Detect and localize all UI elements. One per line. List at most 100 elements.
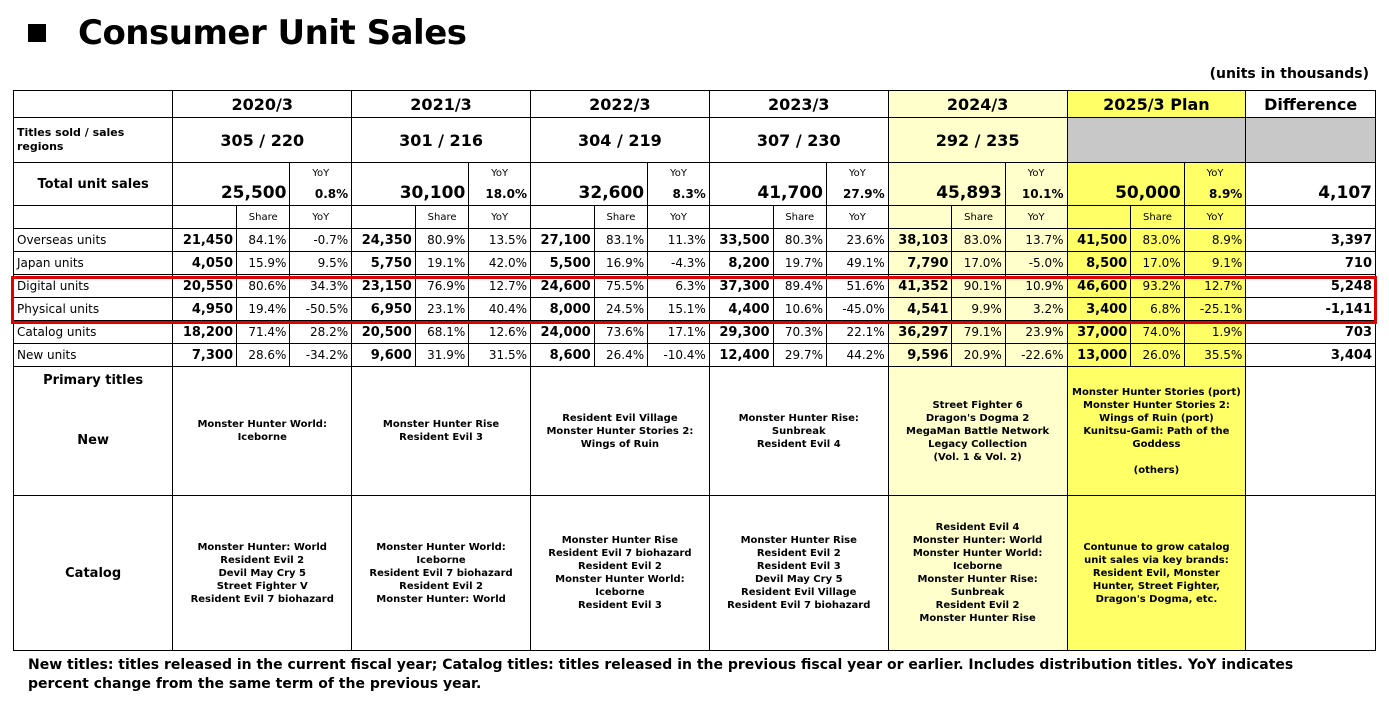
yoy-value: -22.6%	[1004, 343, 1068, 367]
share-value: 80.9%	[414, 228, 470, 252]
share-value: 84.1%	[236, 228, 291, 252]
share-value: 19.4%	[236, 297, 291, 321]
subheader-blank	[708, 205, 774, 229]
units-value: 13,000	[1066, 343, 1132, 367]
yoy-value: 22.1%	[825, 320, 889, 344]
share-value: 83.0%	[951, 228, 1006, 252]
year-header: 2023/3	[708, 90, 889, 118]
yoy-value: 1.9%	[1183, 320, 1247, 344]
year-header: 2021/3	[351, 90, 531, 118]
yoy-value: 9.5%	[289, 251, 353, 275]
titles-sold-value: 301 / 216	[351, 117, 531, 163]
new-titles-list: Monster Hunter World: Iceborne	[172, 366, 353, 496]
subheader-blank	[1066, 205, 1132, 229]
units-value: 36,297	[887, 320, 953, 344]
difference-value: 5,248	[1245, 274, 1376, 298]
units-value: 4,400	[708, 297, 774, 321]
year-header: 2025/3 Plan	[1066, 90, 1247, 118]
share-value: 23.1%	[414, 297, 470, 321]
yoy-value: -34.2%	[289, 343, 353, 367]
difference-value: 3,397	[1245, 228, 1376, 252]
empty-cell	[1245, 495, 1376, 651]
difference-value: -1,141	[1245, 297, 1376, 321]
empty-cell	[1245, 117, 1376, 163]
share-value: 83.0%	[1130, 228, 1185, 252]
total-difference: 4,107	[1245, 162, 1376, 206]
subheader-blank	[887, 205, 953, 229]
yoy-value: 13.5%	[468, 228, 531, 252]
corner-cell	[12, 90, 174, 118]
units-value: 18,200	[172, 320, 238, 344]
total-yoy: 8.3%	[647, 183, 710, 206]
yoy-value: 42.0%	[468, 251, 531, 275]
share-value: 80.3%	[772, 228, 827, 252]
share-value: 74.0%	[1130, 320, 1185, 344]
new-label: New	[77, 432, 109, 448]
units-value: 8,600	[529, 343, 595, 367]
units-value: 9,600	[351, 343, 416, 367]
yoy-value: -0.7%	[289, 228, 353, 252]
yoy-value: 12.7%	[468, 274, 531, 298]
units-note: (units in thousands)	[1209, 66, 1369, 82]
units-value: 9,596	[887, 343, 953, 367]
units-value: 37,300	[708, 274, 774, 298]
total-yoy: 27.9%	[825, 183, 889, 206]
catalog-titles-list: Monster Hunter World: Iceborne Resident …	[351, 495, 531, 651]
titles-sold-value: 305 / 220	[172, 117, 353, 163]
row-label: Japan units	[12, 251, 174, 275]
yoy-label: YoY	[468, 205, 531, 229]
units-value: 41,352	[887, 274, 953, 298]
catalog-titles-list: Monster Hunter: World Resident Evil 2 De…	[172, 495, 353, 651]
yoy-label: YoY	[825, 205, 889, 229]
catalog-titles-list: Monster Hunter Rise Resident Evil 2 Resi…	[708, 495, 889, 651]
units-value: 8,200	[708, 251, 774, 275]
yoy-value: -25.1%	[1183, 297, 1247, 321]
subheader-blank	[12, 205, 174, 229]
sales-table: 2020/3 2021/3 2022/3 2023/3 2024/3 2025/3 Pla…	[12, 90, 1376, 651]
share-value: 19.1%	[414, 251, 470, 275]
share-value: 16.9%	[593, 251, 649, 275]
units-value: 5,750	[351, 251, 416, 275]
new-titles-label: Primary titles New	[12, 366, 174, 496]
subheader-blank	[529, 205, 595, 229]
row-label: Catalog units	[12, 320, 174, 344]
units-value: 46,600	[1066, 274, 1132, 298]
catalog-titles-list: Contunue to grow catalog unit sales via …	[1066, 495, 1247, 651]
units-value: 5,500	[529, 251, 595, 275]
units-value: 8,000	[529, 297, 595, 321]
new-titles-list: Monster Hunter Rise: Sunbreak Resident E…	[708, 366, 889, 496]
share-value: 80.6%	[236, 274, 291, 298]
units-value: 20,500	[351, 320, 416, 344]
units-value: 24,350	[351, 228, 416, 252]
catalog-label: Catalog	[12, 495, 174, 651]
units-value: 41,500	[1066, 228, 1132, 252]
share-value: 19.7%	[772, 251, 827, 275]
row-label: Digital units	[12, 274, 174, 298]
share-value: 79.1%	[951, 320, 1006, 344]
year-header: 2020/3	[172, 90, 353, 118]
total-yoy: 8.9%	[1183, 183, 1247, 206]
share-value: 93.2%	[1130, 274, 1185, 298]
difference-value: 710	[1245, 251, 1376, 275]
yoy-value: -5.0%	[1004, 251, 1068, 275]
share-label: Share	[1130, 205, 1185, 229]
yoy-value: 35.5%	[1183, 343, 1247, 367]
yoy-value: 23.9%	[1004, 320, 1068, 344]
share-label: Share	[414, 205, 470, 229]
titles-sold-value: 304 / 219	[529, 117, 710, 163]
share-value: 26.0%	[1130, 343, 1185, 367]
yoy-label: YoY	[825, 162, 889, 183]
units-value: 29,300	[708, 320, 774, 344]
total-value: 30,100	[351, 162, 470, 206]
total-yoy: 18.0%	[468, 183, 531, 206]
yoy-value: -4.3%	[647, 251, 710, 275]
new-titles-list: Resident Evil Village Monster Hunter Sto…	[529, 366, 710, 496]
difference-value: 703	[1245, 320, 1376, 344]
share-label: Share	[236, 205, 291, 229]
total-value: 50,000	[1066, 162, 1185, 206]
titles-sold-value: 292 / 235	[887, 117, 1068, 163]
units-value: 33,500	[708, 228, 774, 252]
square-bullet-icon	[28, 24, 46, 42]
share-value: 28.6%	[236, 343, 291, 367]
catalog-titles-list: Monster Hunter Rise Resident Evil 7 bioh…	[529, 495, 710, 651]
